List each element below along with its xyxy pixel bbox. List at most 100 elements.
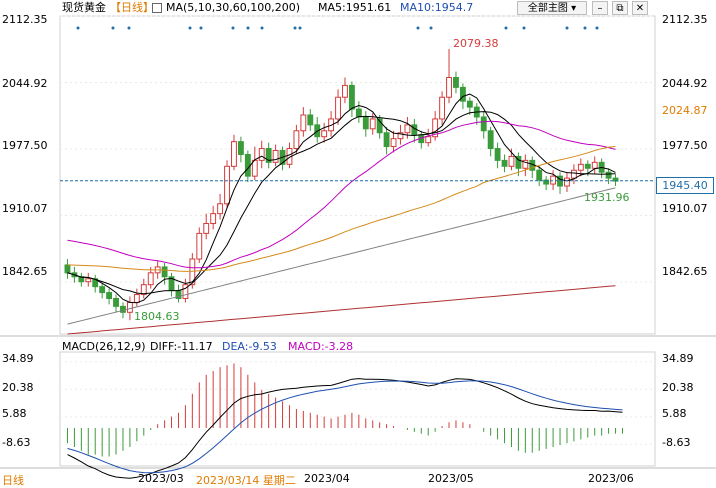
ma60-line (67, 145, 616, 272)
recent-low-annotation: 1931.96 (584, 191, 630, 204)
candle-body (106, 292, 113, 299)
macd-axis-label: -8.63 (662, 436, 691, 449)
candle-body (237, 141, 244, 155)
candle-body (473, 106, 480, 118)
candle-body (217, 203, 224, 215)
candle-body (335, 96, 341, 120)
event-marker-dot (127, 26, 131, 30)
ma5-line (67, 93, 616, 304)
left-axis-label: 2112.35 (2, 13, 48, 26)
event-marker-dot (565, 26, 569, 30)
macd-axis-label: 34.89 (2, 352, 34, 365)
candle-body (189, 258, 196, 286)
event-marker-dot (293, 26, 297, 30)
left-axis-label: 1910.07 (2, 202, 48, 215)
candle-body (508, 155, 515, 167)
candle-body (161, 266, 168, 278)
x-axis-label: 2023/05 (428, 472, 474, 485)
candle-body (182, 284, 189, 299)
candle-body (300, 114, 307, 132)
candle-body (258, 148, 265, 161)
candle-body (140, 284, 147, 296)
candle-body (404, 124, 411, 134)
event-marker-dot (231, 26, 235, 30)
event-marker-dot (199, 26, 203, 30)
candle-body (453, 77, 459, 88)
ma-checkbox-icon[interactable] (152, 3, 162, 13)
event-marker-dot (504, 26, 508, 30)
ma-settings-label[interactable]: MA(5,10,30,60,100,200) (166, 1, 301, 14)
candle-body (570, 169, 577, 179)
ma5-value: MA5:1951.61 (318, 1, 392, 14)
right-axis-label: 1842.65 (662, 265, 708, 278)
candle-body (224, 165, 230, 205)
candle-body (231, 141, 237, 167)
candle-body (272, 150, 279, 163)
ma60-tag: 2024.87 (662, 104, 708, 117)
candle-body (71, 272, 78, 278)
candle-body (113, 297, 119, 307)
right-axis-label: 1910.07 (662, 202, 708, 215)
candle-body (487, 130, 494, 150)
minimize-icon[interactable]: – (592, 1, 608, 15)
event-marker-dot (188, 26, 192, 30)
macd-axis-label: 20.38 (2, 381, 34, 394)
candle-body (494, 148, 501, 161)
macd-axis-label: 34.89 (662, 352, 694, 365)
candle-body (557, 175, 563, 187)
left-axis-label: 1977.50 (2, 139, 48, 152)
left-axis-label: 1842.65 (2, 265, 48, 278)
candle-body (99, 286, 106, 294)
candle-body (307, 114, 314, 126)
candle-body (577, 163, 584, 171)
candle-body (376, 118, 383, 134)
candle-body (543, 179, 550, 185)
candle-body (591, 161, 598, 169)
candle-body (133, 294, 140, 303)
macd-diff: DIFF:-11.17 (150, 340, 213, 353)
candle-body (369, 118, 376, 130)
candle-body (446, 77, 452, 98)
candle-body (411, 124, 418, 136)
candle-body (418, 134, 425, 144)
right-axis-label: 2112.35 (662, 13, 708, 26)
dropdown-label: 全部主图 (527, 3, 568, 14)
macd-axis-label: 20.38 (662, 381, 694, 394)
close-icon[interactable]: ✕ (632, 1, 648, 15)
period-tab[interactable]: 日线 (2, 474, 24, 487)
candle-body (196, 232, 203, 260)
macd-diff-line (67, 378, 623, 479)
event-marker-dot (522, 26, 526, 30)
right-axis-label: 1977.50 (662, 139, 708, 152)
x-axis-label: 2023/04 (304, 472, 350, 485)
candle-body (342, 84, 348, 98)
event-marker-dot (76, 26, 80, 30)
macd-value: MACD:-3.28 (288, 340, 354, 353)
candle-body (459, 86, 466, 102)
macd-dea-line (67, 380, 623, 474)
candle-body (515, 155, 522, 169)
candle-body (321, 130, 328, 138)
macd-dea: DEA:-9.53 (222, 340, 277, 353)
event-marker-dot (429, 26, 433, 30)
candle-body (432, 118, 439, 138)
ma100-line (67, 187, 616, 325)
candle-body (168, 276, 175, 292)
main-chart-dropdown[interactable]: 全部主图 ▾ (517, 1, 587, 15)
candle-body (64, 264, 71, 274)
restore-icon[interactable]: ⧉ (612, 1, 628, 15)
candle-body (120, 305, 126, 313)
cursor-date-label: 2023/03/14 星期二 (196, 472, 296, 488)
candle-body (550, 175, 557, 185)
candle-body (564, 177, 570, 187)
candle-body (92, 278, 99, 288)
event-marker-dot (416, 26, 420, 30)
event-marker-dot (260, 26, 264, 30)
candle-body (480, 116, 487, 132)
candle-body (612, 177, 619, 182)
candle-body (175, 290, 182, 299)
period-label[interactable]: 【日线】 (110, 1, 154, 14)
candle-body (397, 132, 404, 140)
